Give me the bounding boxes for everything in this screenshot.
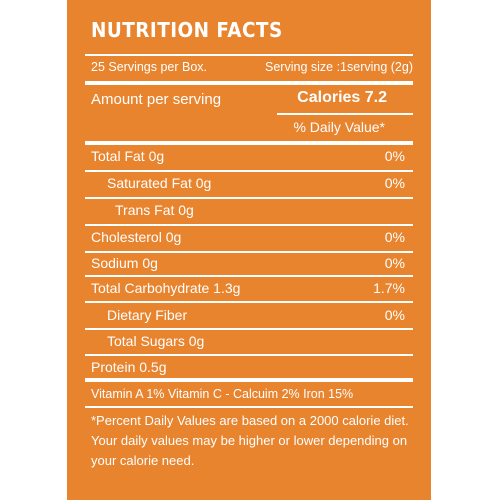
nutrient-label: Trans Fat 0g [115, 202, 194, 218]
footnote: *Percent Daily Values are based on a 200… [91, 413, 409, 468]
divider [85, 328, 413, 330]
divider [85, 54, 413, 56]
nutrient-dv: 0% [384, 307, 405, 323]
divider [85, 275, 413, 277]
nutrient-dv: 0% [384, 148, 405, 164]
divider [85, 354, 413, 356]
vitamins-line: Vitamin A 1% Vitamin C - Calcuim 2% Iron… [91, 387, 354, 401]
nutrient-label: Dietary Fiber [107, 307, 188, 323]
serving-size: Serving size :1serving (2g) [265, 60, 413, 74]
amount-per-serving: Amount per serving [91, 91, 222, 108]
divider [85, 406, 413, 408]
nutrient-label: Total Carbohydrate 1.3g [91, 280, 241, 296]
divider [85, 251, 413, 253]
divider [85, 301, 413, 303]
nutrient-label: Sodium 0g [91, 255, 158, 271]
nutrient-label: Protein 0.5g [91, 359, 167, 375]
label-title: NUTRITION FACTS [91, 18, 283, 42]
divider [85, 224, 413, 226]
nutrient-dv: 1.7% [373, 280, 405, 296]
nutrient-label: Cholesterol 0g [91, 229, 182, 245]
daily-value-header: % Daily Value* [293, 119, 385, 135]
divider-thick [85, 141, 413, 145]
divider [85, 197, 413, 199]
nutrient-dv: 0% [384, 229, 405, 245]
nutrition-facts-panel: NUTRITION FACTS 25 Servings per Box. Ser… [67, 0, 431, 500]
servings-per-box: 25 Servings per Box. [91, 60, 208, 74]
divider-thick [85, 81, 413, 85]
nutrient-label: Saturated Fat 0g [107, 175, 212, 191]
divider-thick [85, 378, 413, 382]
divider [277, 113, 413, 115]
nutrient-label: Total Sugars 0g [107, 333, 205, 349]
calories: Calories 7.2 [297, 89, 387, 106]
divider [85, 170, 413, 172]
nutrient-label: Total Fat 0g [91, 148, 165, 164]
nutrient-dv: 0% [384, 255, 405, 271]
nutrient-dv: 0% [384, 175, 405, 191]
